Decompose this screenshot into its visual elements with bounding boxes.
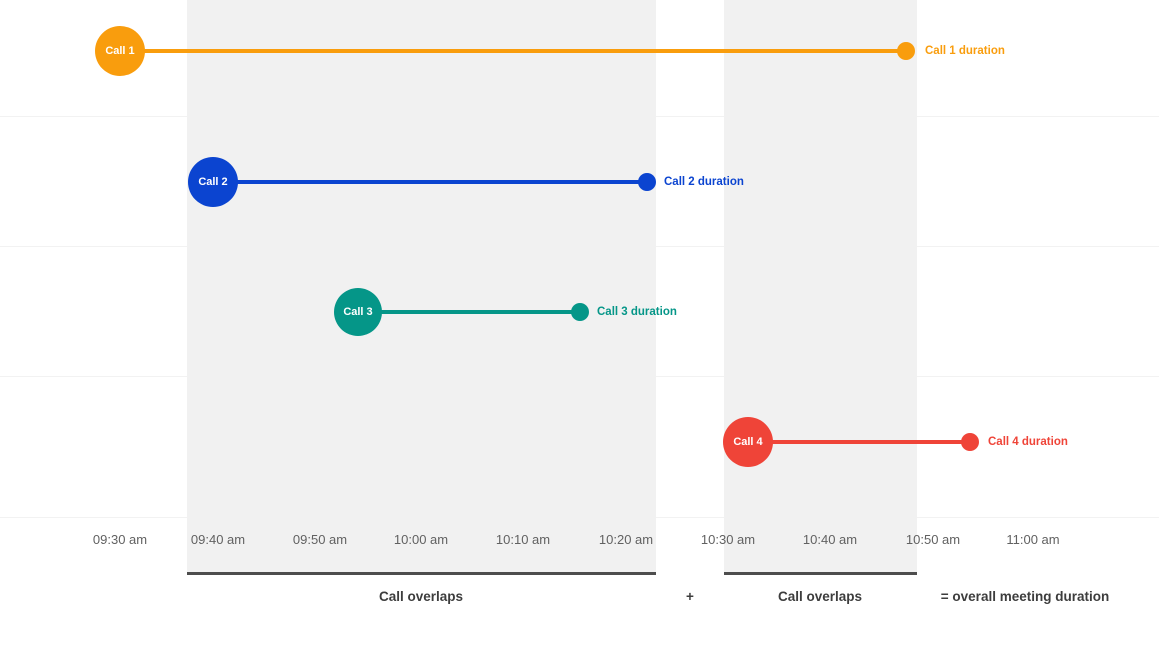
call-4-duration-line [748, 440, 970, 444]
call-1-duration-line [120, 49, 906, 53]
overlap-region-1 [187, 0, 656, 572]
call-2-start-marker[interactable]: Call 2 [188, 157, 238, 207]
x-tick-1030: 10:30 am [700, 532, 756, 547]
call-3-duration-label: Call 3 duration [597, 306, 677, 318]
overlap-1-caption: Call overlaps [378, 589, 464, 604]
overlap-2-caption: Call overlaps [777, 589, 863, 604]
x-tick-0940: 09:40 am [190, 532, 246, 547]
call-1-duration-label: Call 1 duration [925, 45, 1005, 57]
x-tick-0930: 09:30 am [92, 532, 148, 547]
call-3-label: Call 3 [343, 306, 373, 318]
x-tick-1000: 10:00 am [393, 532, 449, 547]
call-4-label: Call 4 [733, 436, 763, 448]
overlap-region-2-underline [724, 572, 917, 575]
x-tick-1010: 10:10 am [495, 532, 551, 547]
call-3-start-marker[interactable]: Call 3 [334, 288, 382, 336]
call-2-duration-line [213, 180, 647, 184]
x-tick-1020: 10:20 am [598, 532, 654, 547]
call-4-start-marker[interactable]: Call 4 [723, 417, 773, 467]
call-2-end-marker[interactable] [638, 173, 656, 191]
overlap-region-2 [724, 0, 917, 572]
x-tick-1050: 10:50 am [905, 532, 961, 547]
call-4-end-marker[interactable] [961, 433, 979, 451]
call-2-duration-label: Call 2 duration [664, 176, 744, 188]
x-tick-0950: 09:50 am [292, 532, 348, 547]
call-2-label: Call 2 [198, 176, 228, 188]
x-tick-1100: 11:00 am [1006, 532, 1060, 547]
overall-duration-caption: = overall meeting duration [940, 589, 1110, 604]
call-1-start-marker[interactable]: Call 1 [95, 26, 145, 76]
x-tick-1040: 10:40 am [802, 532, 858, 547]
call-4-duration-label: Call 4 duration [988, 436, 1068, 448]
call-1-label: Call 1 [105, 45, 135, 57]
call-1-end-marker[interactable] [897, 42, 915, 60]
call-3-duration-line [358, 310, 580, 314]
overlap-region-1-underline [187, 572, 656, 575]
call-3-end-marker[interactable] [571, 303, 589, 321]
plus-sign: + [686, 589, 694, 604]
